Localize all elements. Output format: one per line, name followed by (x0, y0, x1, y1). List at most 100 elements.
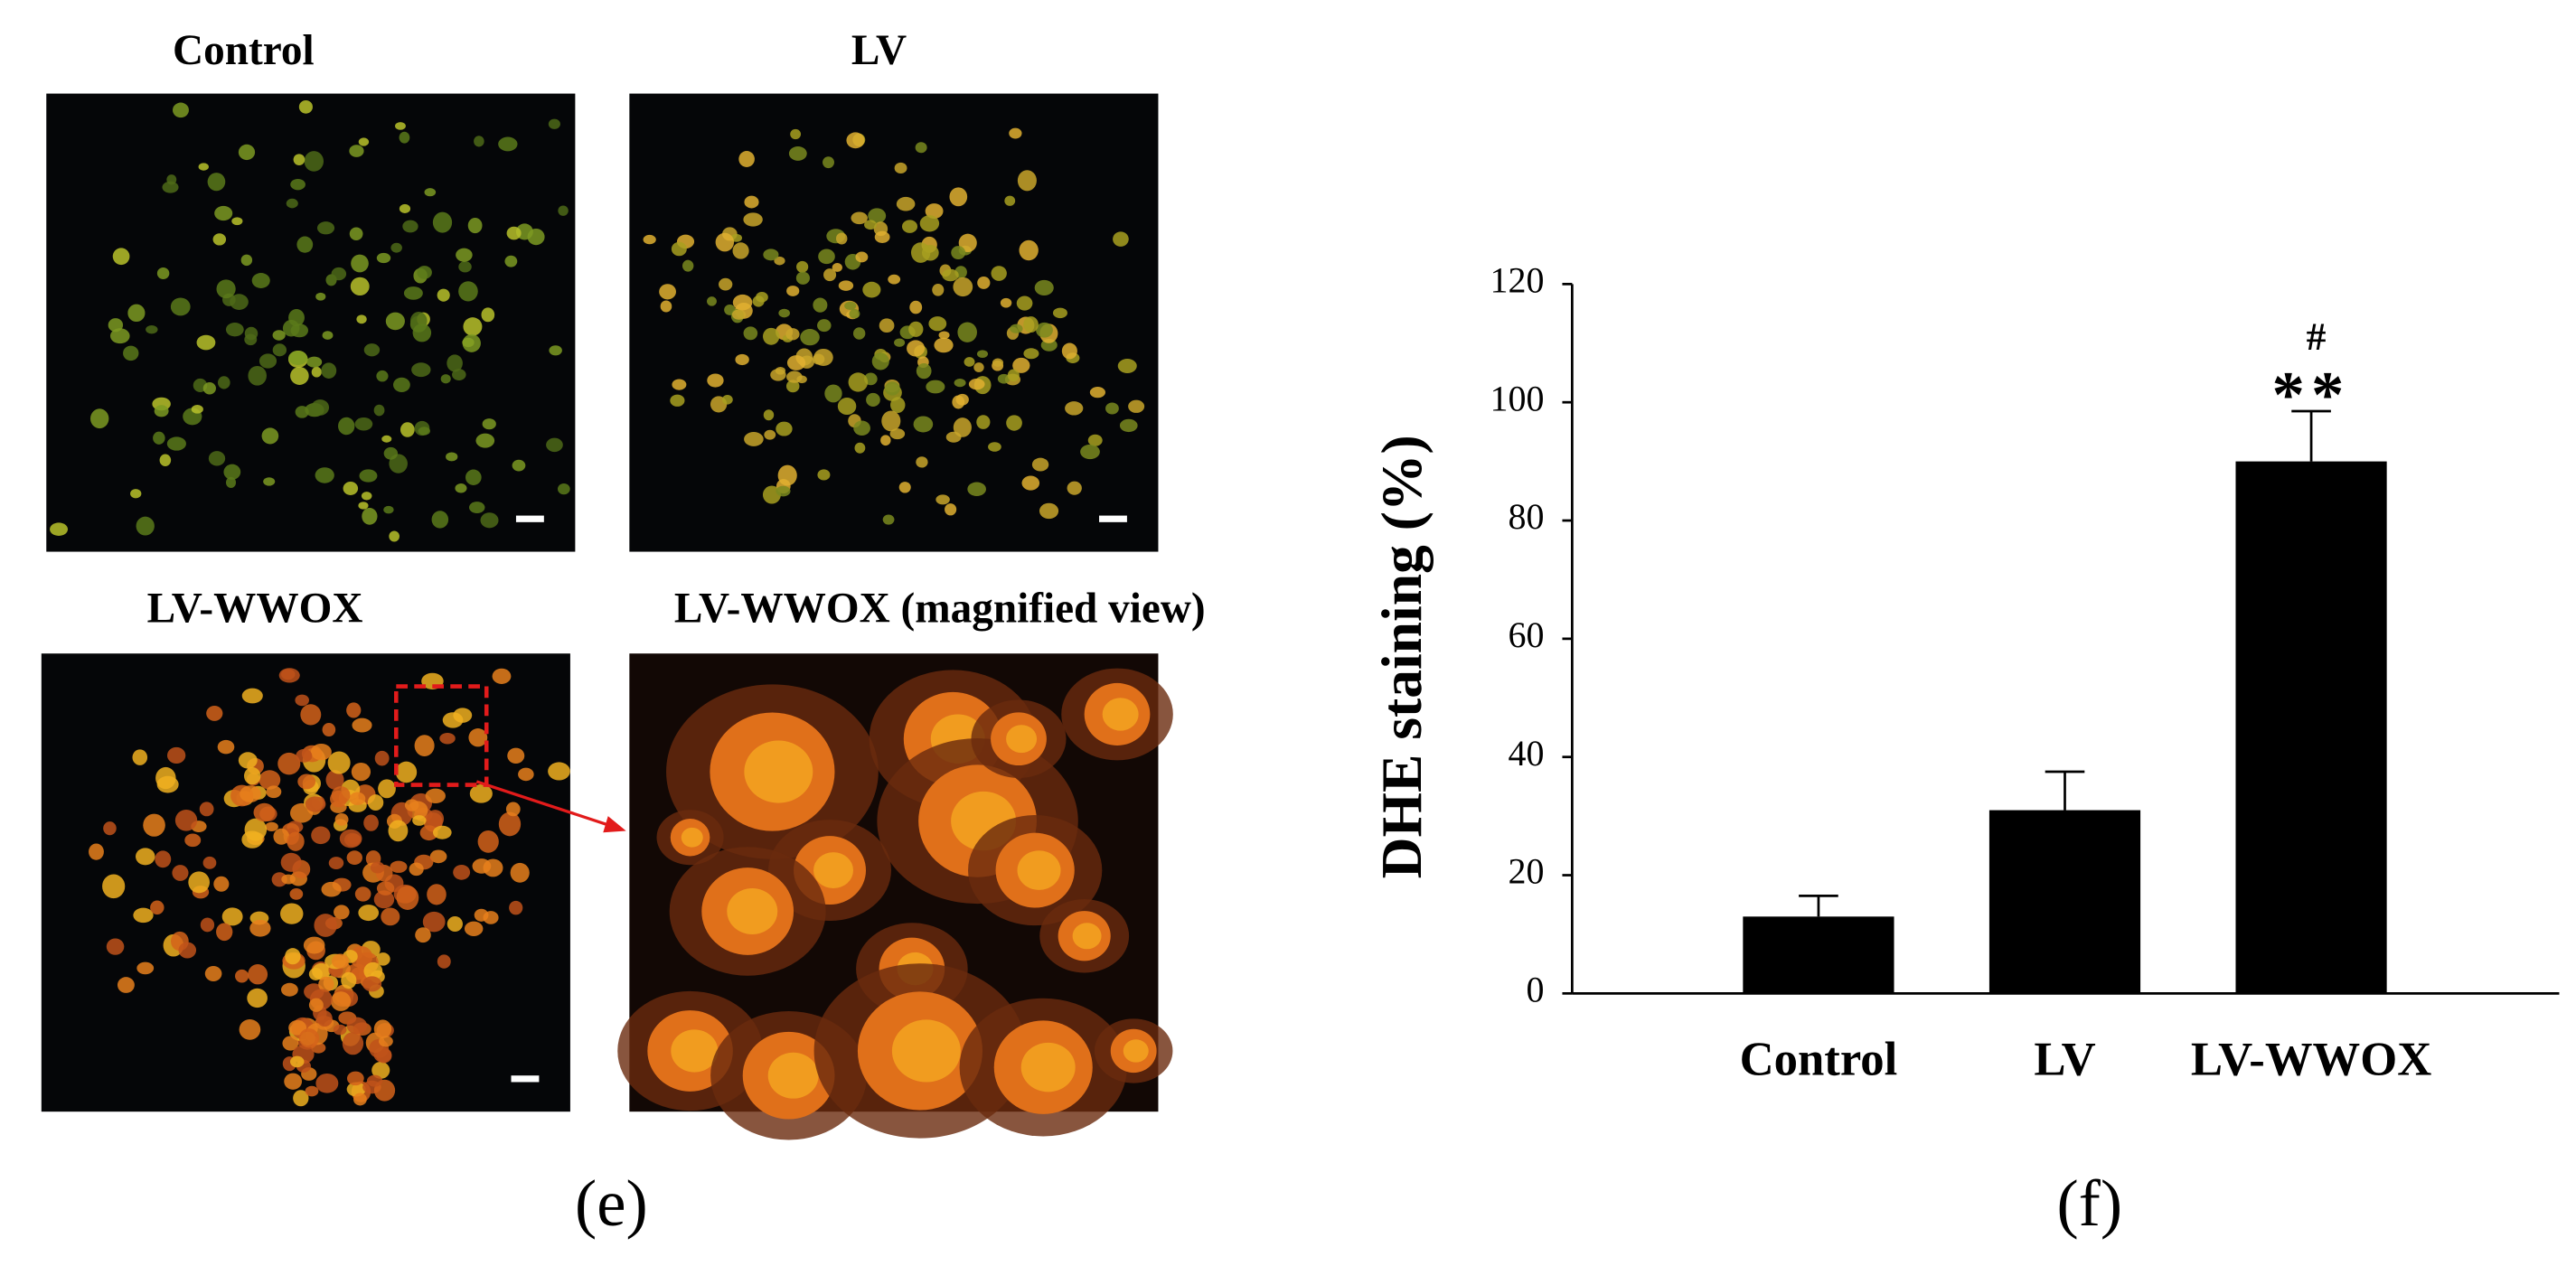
cell (259, 353, 277, 369)
cell (505, 802, 521, 817)
cell (240, 254, 253, 267)
cell (468, 728, 488, 747)
cell (280, 903, 304, 924)
cell (286, 198, 298, 209)
cell (136, 848, 155, 866)
cell (225, 323, 244, 337)
nucleus-core (767, 1052, 819, 1099)
cell (287, 831, 305, 851)
cell (310, 743, 332, 761)
cell (373, 1019, 392, 1038)
nucleus-core (1020, 1042, 1076, 1093)
cell (447, 354, 463, 372)
cell (790, 128, 802, 140)
cell (482, 418, 496, 430)
cell (926, 380, 945, 394)
cell (1117, 358, 1137, 373)
micrographs (41, 93, 1173, 1140)
cell (967, 482, 986, 496)
cell (303, 936, 325, 954)
y-tick-label: 0 (1526, 970, 1544, 1010)
cell (477, 830, 499, 853)
cell (919, 215, 940, 232)
cell (378, 779, 396, 799)
cell (452, 369, 466, 381)
cell (953, 277, 973, 297)
cell (852, 327, 866, 340)
cell (298, 1028, 320, 1048)
cell (370, 861, 385, 874)
cell (273, 828, 290, 845)
cell (1119, 418, 1138, 433)
cell (548, 762, 570, 781)
nucleus-core (671, 1029, 719, 1073)
cell (156, 267, 170, 279)
cell (844, 301, 857, 311)
cell (796, 375, 807, 384)
cell (848, 372, 869, 392)
cell (817, 319, 832, 333)
y-tick-label: 120 (1490, 260, 1545, 301)
cell (871, 352, 889, 370)
cell (399, 203, 411, 214)
scale-bar (1099, 515, 1127, 522)
cell (373, 890, 395, 909)
cell (404, 799, 419, 811)
cell (854, 442, 866, 454)
cell (342, 1032, 364, 1055)
cell (866, 392, 880, 408)
cell (558, 483, 570, 495)
cell (509, 900, 523, 915)
micrograph (46, 93, 576, 552)
cell (333, 1024, 347, 1036)
cell (314, 914, 337, 937)
cell (155, 766, 176, 790)
cell (265, 821, 278, 832)
cell (103, 821, 117, 836)
cell (964, 357, 975, 367)
cell (331, 953, 350, 969)
cell (311, 826, 331, 845)
cell (812, 353, 825, 365)
cell (117, 977, 135, 993)
cell (244, 333, 258, 346)
cell (415, 927, 431, 943)
cell (367, 1074, 383, 1087)
cell (838, 280, 854, 291)
cell (207, 173, 226, 192)
cell (388, 820, 409, 842)
cell (315, 1073, 339, 1093)
cell (249, 919, 271, 937)
cell (894, 162, 907, 174)
image-label: LV (851, 27, 907, 74)
cell (1010, 324, 1023, 333)
cell (512, 459, 526, 472)
cell (363, 961, 383, 980)
cell (196, 334, 216, 351)
cell (643, 234, 656, 245)
cell (202, 382, 216, 395)
cell (223, 464, 241, 480)
cell (328, 857, 344, 870)
cell (988, 442, 1001, 452)
cell (1017, 170, 1037, 192)
cell (925, 203, 944, 220)
cell (263, 477, 276, 486)
cell (465, 469, 482, 485)
cell (469, 502, 485, 514)
cell (373, 404, 385, 417)
cell (837, 398, 857, 416)
cell (467, 218, 483, 234)
cell (374, 750, 390, 766)
cell (949, 187, 968, 207)
cell (315, 467, 334, 483)
cell (376, 370, 389, 382)
cell (136, 961, 155, 975)
y-tick-label: 40 (1509, 733, 1545, 774)
cell (775, 367, 786, 375)
cell (922, 245, 939, 261)
cell (418, 427, 430, 436)
cell (1031, 457, 1049, 472)
cell (376, 881, 395, 896)
cell (456, 248, 473, 262)
